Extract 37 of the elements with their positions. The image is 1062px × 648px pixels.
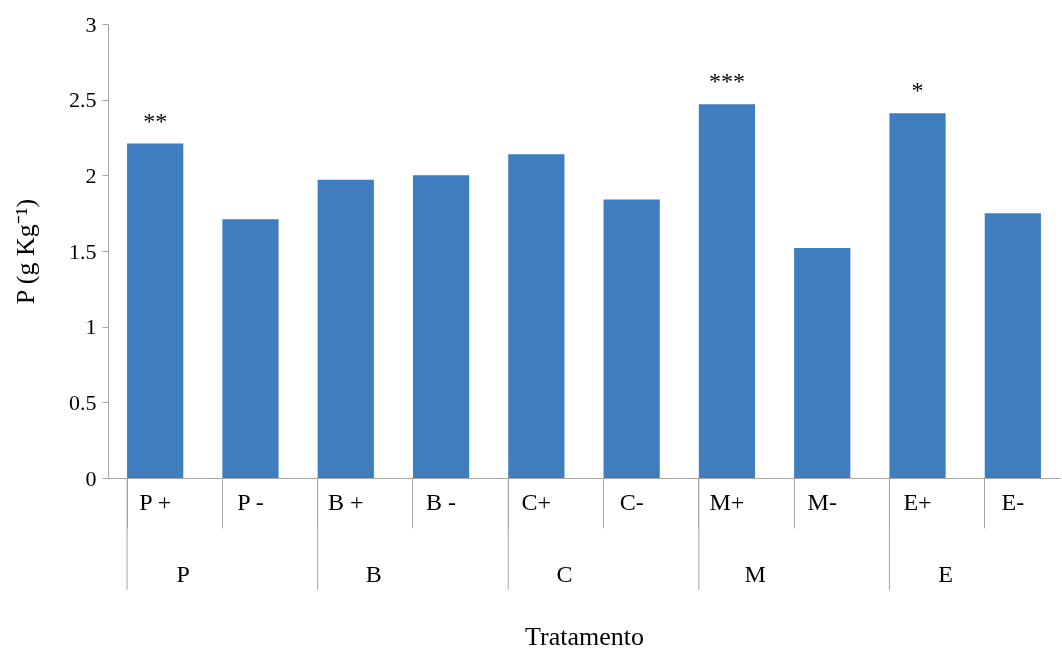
x-tick-label: C+ [521,488,552,515]
y-tick-label: 2 [85,162,97,188]
y-tick-label: 1.5 [69,238,97,264]
bar [794,247,851,478]
text: P [176,561,190,587]
y-tick-label: 0.5 [69,389,97,415]
x-tick-label: B + [327,488,364,515]
bar [508,154,565,478]
bar [412,175,470,478]
x-tick-label: P + [139,488,172,515]
bar [603,199,660,478]
x-tick-label: E- [1001,488,1025,515]
x-tick-label: M+ [709,488,745,515]
bar [317,179,374,478]
y-tick-label: 0 [85,465,97,491]
text: E [938,561,953,587]
bar [984,213,1041,478]
bar [222,219,279,478]
y-axis-title: P (g Kg⁻¹) [11,198,40,305]
bar [889,113,946,478]
x-tick-label: C- [619,488,644,515]
y-tick-label: 2.5 [69,87,97,113]
x-tick-label: P - [237,488,264,515]
x-tick-label: B - [426,488,457,515]
annotation: * [911,77,924,104]
y-tick-label: 1 [85,314,97,340]
annotation: *** [708,68,745,95]
bar [698,104,756,478]
annotation: ** [143,107,168,134]
bar [127,143,184,478]
x-axis-title: Tratamento [525,621,644,648]
text: M [744,561,766,587]
y-tick-label: 3 [85,11,97,37]
x-tick-label: E+ [903,488,932,515]
text: C [556,561,573,587]
text: B [365,561,382,587]
x-tick-label: M- [807,488,837,515]
